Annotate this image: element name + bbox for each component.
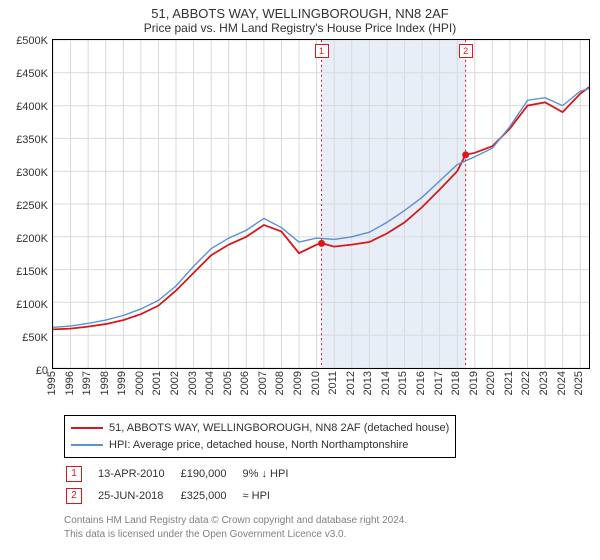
x-tick-label: 2023: [538, 371, 550, 395]
x-tick-label: 2000: [134, 371, 146, 395]
chart-area: £0£50K£100K£150K£200K£250K£300K£350K£400…: [10, 39, 590, 409]
x-tick-label: 2018: [450, 371, 462, 395]
x-tick-label: 2002: [169, 371, 181, 395]
footer-line-1: Contains HM Land Registry data © Crown c…: [64, 514, 590, 528]
marker-price: £190,000: [181, 464, 241, 484]
attribution-footer: Contains HM Land Registry data © Crown c…: [64, 514, 590, 541]
y-axis: £0£50K£100K£150K£200K£250K£300K£350K£400…: [10, 41, 52, 371]
marker-delta: ≈ HPI: [243, 486, 303, 506]
footer-line-2: This data is licensed under the Open Gov…: [64, 528, 590, 542]
legend: 51, ABBOTS WAY, WELLINGBOROUGH, NN8 2AF …: [64, 415, 456, 458]
sale-marker-row: 1 13-APR-2010£190,0009% ↓ HPI: [66, 464, 302, 484]
x-tick-label: 1999: [116, 371, 128, 395]
legend-swatch: [71, 444, 103, 446]
y-tick-label: £350K: [16, 134, 48, 146]
x-tick-label: 2013: [362, 371, 374, 395]
sale-marker-row: 2 25-JUN-2018£325,000≈ HPI: [66, 486, 302, 506]
x-tick-label: 2019: [468, 371, 480, 395]
marker-price: £325,000: [181, 486, 241, 506]
marker-date: 25-JUN-2018: [98, 486, 179, 506]
legend-item: HPI: Average price, detached house, Nort…: [71, 437, 449, 454]
x-tick-label: 2025: [573, 371, 585, 395]
x-tick-label: 2008: [274, 371, 286, 395]
x-tick-label: 2015: [397, 371, 409, 395]
x-tick-label: 2001: [151, 371, 163, 395]
marker-delta: 9% ↓ HPI: [243, 464, 303, 484]
legend-item: 51, ABBOTS WAY, WELLINGBOROUGH, NN8 2AF …: [71, 420, 449, 437]
x-tick-label: 2003: [187, 371, 199, 395]
y-tick-label: £150K: [16, 266, 48, 278]
chart-svg: [53, 40, 589, 368]
x-tick-label: 2014: [380, 371, 392, 395]
x-tick-label: 1996: [64, 371, 76, 395]
x-axis: 1995199619971998199920002001200220032004…: [52, 371, 590, 407]
x-tick-label: 1997: [81, 371, 93, 395]
x-tick-label: 2010: [310, 371, 322, 395]
x-tick-label: 2005: [222, 371, 234, 395]
x-tick-label: 1995: [46, 371, 58, 395]
chart-header: 51, ABBOTS WAY, WELLINGBOROUGH, NN8 2AF …: [10, 6, 590, 35]
sale-markers-table: 1 13-APR-2010£190,0009% ↓ HPI 2 25-JUN-2018…: [64, 462, 304, 508]
x-tick-label: 2017: [433, 371, 445, 395]
x-tick-label: 2004: [204, 371, 216, 395]
x-tick-label: 2021: [503, 371, 515, 395]
legend-label: 51, ABBOTS WAY, WELLINGBOROUGH, NN8 2AF …: [109, 420, 449, 437]
y-tick-label: £500K: [16, 35, 48, 47]
y-tick-label: £300K: [16, 167, 48, 179]
x-tick-label: 2011: [327, 371, 339, 395]
sale-marker-badge: 2: [459, 44, 473, 58]
x-tick-label: 1998: [99, 371, 111, 395]
x-tick-label: 2006: [239, 371, 251, 395]
marker-date: 13-APR-2010: [98, 464, 179, 484]
chart-title: 51, ABBOTS WAY, WELLINGBOROUGH, NN8 2AF: [10, 6, 590, 21]
y-tick-label: £400K: [16, 101, 48, 113]
x-tick-label: 2016: [415, 371, 427, 395]
y-tick-label: £50K: [22, 332, 48, 344]
marker-number: 1: [66, 466, 82, 482]
sale-marker-badge: 1: [315, 44, 329, 58]
chart-subtitle: Price paid vs. HM Land Registry's House …: [10, 21, 590, 35]
y-tick-label: £200K: [16, 233, 48, 245]
y-tick-label: £250K: [16, 200, 48, 212]
x-tick-label: 2009: [292, 371, 304, 395]
marker-number: 2: [66, 488, 82, 504]
x-tick-label: 2007: [257, 371, 269, 395]
legend-label: HPI: Average price, detached house, Nort…: [109, 437, 408, 454]
y-tick-label: £450K: [16, 68, 48, 80]
y-tick-label: £100K: [16, 299, 48, 311]
x-tick-label: 2022: [520, 371, 532, 395]
legend-swatch: [71, 427, 103, 429]
x-tick-label: 2024: [556, 371, 568, 395]
plot-area: 12: [52, 39, 590, 369]
x-tick-label: 2012: [345, 371, 357, 395]
x-tick-label: 2020: [485, 371, 497, 395]
